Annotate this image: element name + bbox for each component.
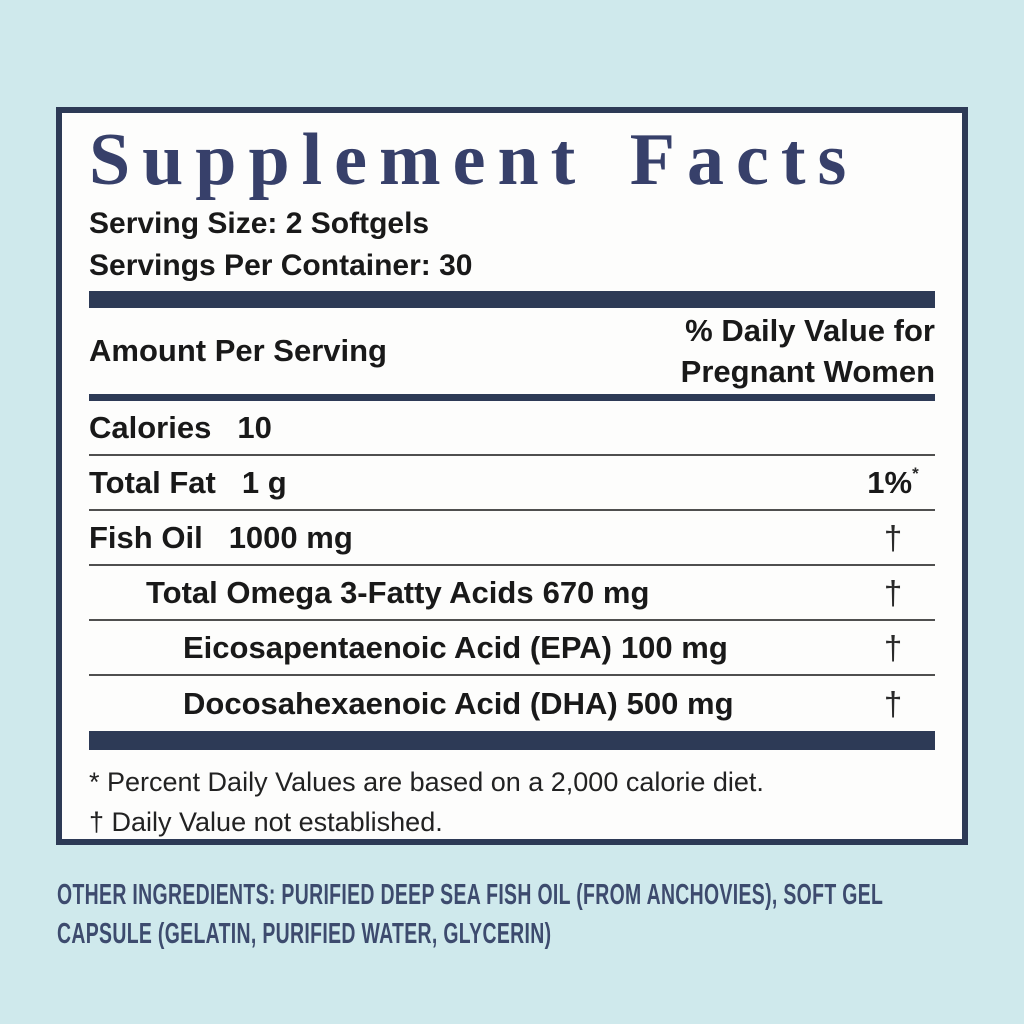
daily-value-cell: † [883,573,903,611]
other-ingredients-text: OTHER INGREDIENTS: PURIFIED DEEP SEA FIS… [57,879,883,950]
nutrient-amount: 100 mg [620,629,728,665]
footnotes: * Percent Daily Values are based on a 2,… [89,762,935,842]
servings-per-container: Servings Per Container: 30 [89,249,473,282]
footnote-daily-value-not-established: † Daily Value not established. [89,807,443,837]
nutrient-name: Eicosapentaenoic Acid (EPA) [183,629,612,665]
row-omega3: Total Omega 3-Fatty Acids 670 mg † [89,566,935,621]
nutrient-amount: 1000 mg [228,519,353,555]
daily-value-cell: † [883,684,903,722]
column-header: Amount Per Serving % Daily Value for Pre… [89,308,935,394]
row-calories: Calories 10 [89,401,935,456]
daily-value-header-line1: % Daily Value for [685,313,935,348]
footnote-percent-daily-value: * Percent Daily Values are based on a 2,… [89,767,764,797]
nutrient-name: Fish Oil [89,519,203,555]
nutrient-amount: 670 mg [542,574,650,610]
row-total-fat: Total Fat 1 g 1%* [89,456,935,511]
nutrient-amount: 1 g [241,464,287,500]
divider-medium [89,394,935,401]
supplement-facts-panel: Supplement Facts Serving Size: 2 Softgel… [56,107,968,845]
daily-value-cell: † [883,518,903,556]
daily-value-cell: 1%* [867,464,919,500]
row-fish-oil: Fish Oil 1000 mg † [89,511,935,566]
divider-thick-bottom [89,731,935,750]
divider-thick-top [89,291,935,308]
nutrient-name: Calories [89,409,212,445]
amount-per-serving-header: Amount Per Serving [89,333,387,368]
nutrient-rows: Calories 10 Total Fat 1 g 1%* Fish Oil 1… [89,401,935,731]
nutrient-name: Total Omega 3-Fatty Acids [146,574,534,610]
row-epa: Eicosapentaenoic Acid (EPA) 100 mg † [89,621,935,676]
daily-value-header-line2: Pregnant Women [680,354,935,389]
nutrient-name: Total Fat [89,464,216,500]
nutrient-name: Docosahexaenoic Acid (DHA) [183,685,618,721]
panel-title: Supplement Facts [89,119,859,201]
daily-value-cell: † [883,628,903,666]
daily-value-header: % Daily Value for Pregnant Women [681,310,935,392]
serving-info: Serving Size: 2 Softgels Servings Per Co… [89,203,935,287]
nutrient-amount: 500 mg [626,685,734,721]
row-dha: Docosahexaenoic Acid (DHA) 500 mg † [89,676,935,731]
serving-size: Serving Size: 2 Softgels [89,207,430,240]
nutrient-amount: 10 [237,409,272,445]
